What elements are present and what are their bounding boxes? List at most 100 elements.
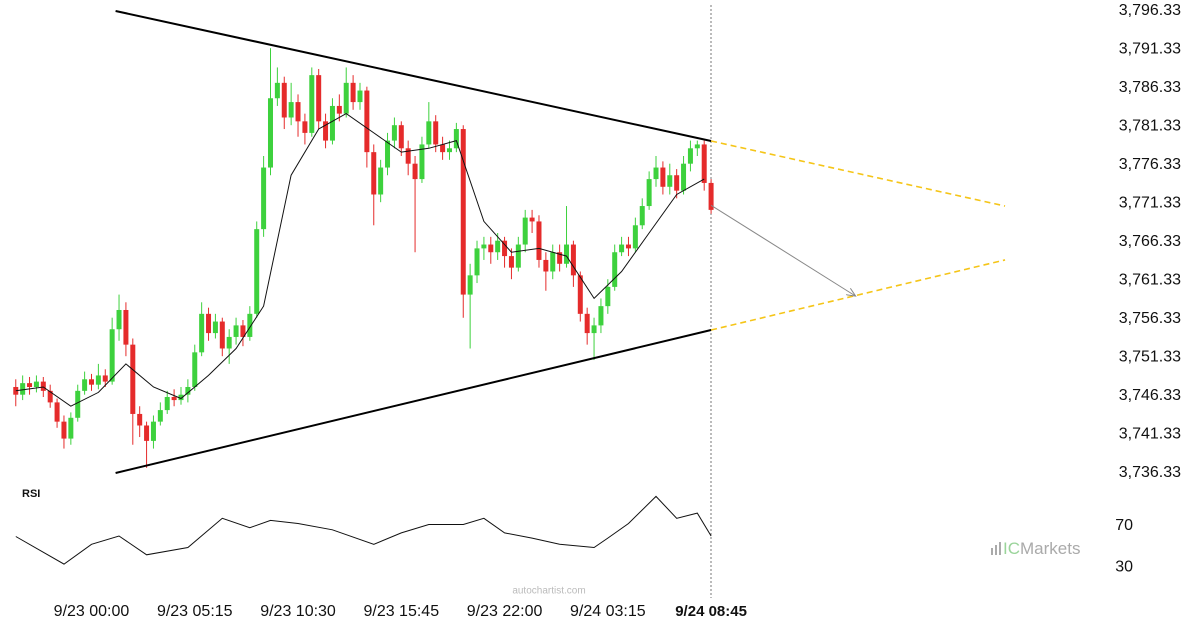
candle-body — [109, 329, 115, 382]
candle-body — [150, 421, 156, 441]
candle-body — [488, 244, 494, 253]
candle-body — [316, 75, 322, 122]
candle-body — [33, 381, 39, 387]
candle-body — [543, 259, 549, 272]
candle-body — [302, 121, 308, 133]
x-tick-label: 9/23 15:45 — [363, 603, 439, 620]
y-tick-label: 3,766.33 — [1119, 233, 1181, 250]
candle-body — [171, 397, 177, 401]
candle-body — [433, 121, 439, 145]
candle-body — [653, 167, 659, 180]
candle-body — [13, 386, 19, 395]
candle-body — [570, 244, 576, 276]
candle-body — [54, 402, 60, 422]
candle-body — [47, 390, 53, 403]
candle-body — [295, 102, 301, 122]
x-tick-label: 9/24 03:15 — [570, 603, 646, 620]
logo-suffix: Markets — [1020, 539, 1080, 558]
candle-body — [467, 275, 473, 295]
candle-body — [625, 244, 631, 249]
candle-body — [185, 386, 191, 395]
candle-body — [357, 90, 363, 103]
candle-body — [584, 313, 590, 334]
candle-body — [219, 321, 225, 349]
logo-text: ICMarkets — [1003, 539, 1080, 558]
trendline — [710, 259, 1006, 331]
candle-body — [212, 321, 218, 334]
trendline — [115, 10, 712, 142]
candle-body — [701, 144, 707, 183]
y-tick-label: 3,741.33 — [1119, 426, 1181, 443]
y-tick-label: 3,796.33 — [1119, 2, 1181, 19]
candle-body — [40, 381, 46, 391]
candle-body — [192, 352, 198, 387]
candle-body — [343, 82, 349, 114]
candle-body — [419, 144, 425, 180]
candle-body — [27, 383, 33, 387]
candle-body — [130, 344, 136, 414]
candle-body — [199, 313, 205, 353]
candle-body — [694, 144, 700, 149]
candle-body — [550, 252, 556, 272]
candle-body — [674, 175, 680, 191]
candle-body — [708, 182, 714, 210]
candle-body — [88, 379, 94, 385]
candle-body — [598, 306, 604, 326]
candle-body — [240, 325, 246, 337]
candle-body — [281, 82, 287, 118]
candle-body — [522, 217, 528, 245]
candle-body — [687, 148, 693, 164]
candle-body — [20, 383, 26, 395]
candle-body — [667, 175, 673, 187]
y-tick-label: 3,756.33 — [1119, 310, 1181, 327]
candle-body — [481, 244, 487, 249]
candle-body — [508, 256, 514, 268]
logo: ICMarkets — [991, 539, 1080, 558]
candle-body — [453, 129, 459, 149]
candle-body — [247, 313, 253, 337]
candle-body — [639, 206, 645, 226]
rsi-title: RSI — [22, 488, 40, 500]
candle-body — [378, 167, 384, 195]
candle-body — [288, 102, 294, 118]
logo-bar — [999, 542, 1001, 555]
candle-body — [261, 167, 267, 230]
candle-body — [474, 248, 480, 276]
candle-body — [605, 286, 611, 307]
candle-body — [502, 240, 508, 257]
candle-body — [681, 163, 687, 191]
x-tick-label: 9/23 10:30 — [260, 603, 336, 620]
candle-body — [646, 179, 652, 207]
trendline — [710, 140, 1006, 207]
candle-body — [233, 325, 239, 337]
candle-body — [619, 244, 625, 253]
candle-body — [350, 82, 356, 103]
x-tick-label: 9/23 22:00 — [467, 603, 543, 620]
y-tick-label: 3,736.33 — [1119, 464, 1181, 481]
logo-prefix: IC — [1003, 539, 1020, 558]
candle-body — [577, 275, 583, 314]
candle-body — [405, 148, 411, 164]
candle-body — [515, 244, 521, 268]
candle-body — [274, 82, 280, 99]
y-tick-label: 3,791.33 — [1119, 41, 1181, 58]
logo-bar — [991, 548, 993, 555]
rsi-tick-label: 30 — [1115, 558, 1133, 575]
candle-body — [102, 375, 108, 382]
y-tick-label: 3,776.33 — [1119, 156, 1181, 173]
candle-body — [123, 309, 129, 345]
candle-body — [446, 148, 452, 153]
candle-body — [178, 394, 184, 401]
candle-body — [95, 375, 101, 385]
candle-body — [68, 417, 74, 439]
y-tick-label: 3,746.33 — [1119, 387, 1181, 404]
candle-body — [75, 390, 81, 418]
candle-body — [206, 313, 212, 334]
candle-body — [440, 144, 446, 153]
x-tick-label: 9/23 00:00 — [54, 603, 130, 620]
candle-body — [226, 336, 232, 349]
forecast-arrow — [710, 204, 856, 296]
candle-body — [495, 240, 501, 253]
